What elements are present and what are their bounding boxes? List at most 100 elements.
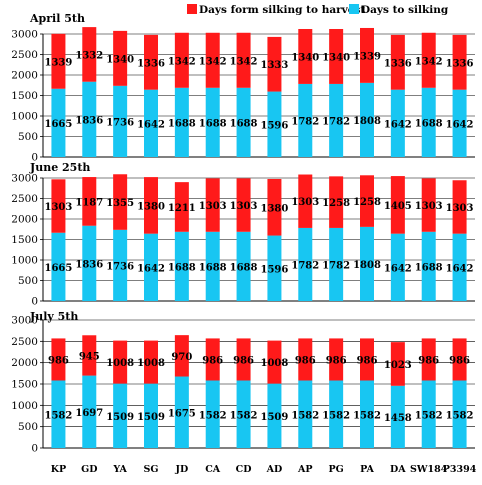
data-label-silking: 1582: [199, 410, 227, 421]
bar-segment-harvest: [174, 32, 189, 88]
data-label-silking: 1736: [106, 117, 134, 128]
data-label-harvest: 1355: [106, 198, 134, 209]
y-tick-label: 1000: [11, 400, 38, 412]
bar-segment-silking: [51, 88, 66, 157]
x-tick-label: KP: [51, 464, 66, 475]
y-tick-label: 2000: [11, 70, 38, 82]
bar-segment-silking: [144, 89, 158, 157]
bar-segment-harvest: [205, 338, 220, 381]
bar-segment-harvest: [174, 335, 189, 377]
data-label-silking: 1582: [415, 410, 443, 421]
data-label-harvest: 986: [295, 355, 316, 366]
data-label-silking: 1782: [322, 116, 350, 127]
data-label-silking: 1808: [353, 260, 381, 271]
chart-panels: April 5th 0 500 1000 1500 2000 2500 3000 1665 133…: [11, 12, 475, 455]
y-tick-label: 1500: [11, 90, 38, 102]
x-tick-label: PA: [360, 464, 374, 475]
data-label-harvest: 1211: [168, 203, 196, 214]
x-tick-label: JD: [174, 464, 188, 475]
data-label-silking: 1642: [384, 119, 412, 130]
bar-segment-silking: [452, 380, 467, 448]
data-label-harvest: 1339: [45, 57, 73, 68]
bar-segment-harvest: [144, 177, 158, 234]
bar-segment-harvest: [82, 27, 97, 82]
y-tick-label: 0: [31, 296, 38, 308]
bar-segment-harvest: [144, 340, 158, 384]
bar-segment-harvest: [236, 178, 251, 232]
y-tick-label: 500: [18, 131, 38, 143]
data-label-silking: 1509: [106, 412, 134, 423]
data-label-silking: 1582: [45, 410, 73, 421]
data-label-silking: 1836: [75, 259, 103, 270]
data-label-silking: 1688: [168, 118, 196, 129]
bar-segment-silking: [329, 380, 344, 448]
data-label-harvest: 1336: [384, 58, 412, 69]
data-label-silking: 1582: [230, 410, 258, 421]
bar-segment-silking: [452, 89, 467, 157]
data-label-harvest: 1342: [168, 56, 196, 67]
bar-segment-silking: [360, 82, 374, 157]
bar-segment-harvest: [329, 176, 344, 228]
data-label-silking: 1665: [45, 119, 73, 130]
bar-segment-harvest: [144, 34, 158, 90]
x-tick-label: YA: [112, 464, 127, 475]
data-label-harvest: 1340: [291, 52, 319, 63]
bar-segment-silking: [236, 231, 251, 301]
bar-segment-silking: [174, 87, 189, 157]
data-label-harvest: 1023: [384, 360, 412, 371]
bar-segment-silking: [174, 231, 189, 301]
data-label-harvest: 1258: [322, 198, 350, 209]
y-tick-label: 1500: [11, 379, 38, 391]
bar-segment-harvest: [360, 175, 374, 227]
bar-segment-silking: [267, 235, 282, 301]
bar-segment-harvest: [452, 338, 467, 381]
data-label-harvest: 1333: [261, 60, 289, 71]
data-label-silking: 1782: [291, 260, 319, 271]
data-label-silking: 1458: [384, 413, 412, 424]
data-label-silking: 1688: [168, 262, 196, 273]
data-label-silking: 1688: [415, 118, 443, 129]
bar-segment-harvest: [113, 30, 128, 86]
data-label-silking: 1782: [291, 116, 319, 127]
data-label-silking: 1836: [75, 115, 103, 126]
bar-segment-silking: [421, 380, 436, 448]
bar-segment-harvest: [390, 176, 405, 234]
bar-segment-harvest: [267, 36, 282, 92]
data-label-harvest: 945: [79, 351, 100, 362]
panel-title: April 5th: [29, 12, 85, 25]
data-label-harvest: 1008: [106, 358, 134, 369]
data-label-silking: 1509: [137, 412, 165, 423]
bar-segment-harvest: [452, 180, 467, 234]
data-label-harvest: 1008: [261, 358, 289, 369]
y-tick-label: 500: [18, 275, 38, 287]
bar-segment-silking: [113, 229, 128, 301]
data-label-harvest: 986: [202, 355, 223, 366]
bar-segment-silking: [360, 380, 374, 448]
data-label-silking: 1642: [446, 119, 474, 130]
bar-segment-harvest: [298, 338, 313, 381]
data-label-harvest: 1380: [137, 201, 165, 212]
y-tick-label: 500: [18, 421, 38, 433]
data-label-harvest: 1339: [353, 51, 381, 62]
data-label-harvest: 1336: [137, 58, 165, 69]
y-tick-label: 2000: [11, 357, 38, 369]
data-label-harvest: 1405: [384, 201, 412, 212]
data-label-silking: 1808: [353, 116, 381, 127]
data-label-silking: 1582: [291, 410, 319, 421]
data-label-silking: 1688: [230, 262, 258, 273]
bar-segment-silking: [51, 232, 66, 301]
bar-segment-silking: [82, 225, 97, 301]
y-tick-label: 2500: [11, 193, 38, 205]
bar-segment-silking: [390, 233, 405, 301]
bar-segment-harvest: [421, 32, 436, 88]
data-label-harvest: 1332: [75, 50, 103, 61]
data-label-silking: 1782: [322, 260, 350, 271]
bar-segment-harvest: [360, 338, 374, 381]
data-label-silking: 1736: [106, 261, 134, 272]
bar-segment-silking: [298, 380, 313, 448]
bar-segment-harvest: [236, 338, 251, 381]
bar-segment-silking: [267, 91, 282, 157]
bar-segment-silking: [205, 380, 220, 448]
bar-segment-silking: [205, 87, 220, 157]
